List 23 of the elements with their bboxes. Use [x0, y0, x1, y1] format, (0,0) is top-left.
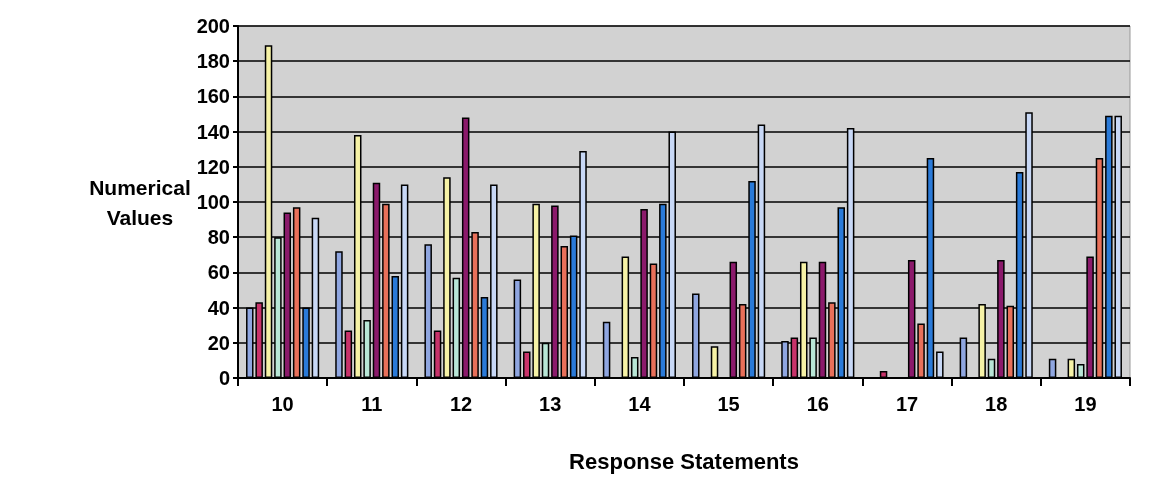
y-tick-label: 20 [207, 331, 230, 354]
x-tick-label: 10 [271, 393, 294, 415]
x-tick-label: 12 [449, 393, 473, 415]
y-tick-label: 60 [207, 261, 230, 284]
y-tick-label: 120 [196, 155, 230, 178]
x-tick-label: 16 [806, 393, 829, 415]
x-tick-label: 11 [361, 393, 383, 415]
y-tick-label: 180 [196, 50, 230, 73]
y-tick-label: 0 [218, 367, 230, 389]
y-tick-label: 40 [207, 296, 230, 319]
x-tick-label: 15 [717, 393, 740, 415]
x-tick-label: 17 [895, 393, 919, 415]
y-axis-title: Numerical Values [89, 175, 191, 229]
y-tick-label: 140 [196, 120, 230, 143]
x-tick-label: 13 [539, 393, 562, 415]
x-tick-label: 14 [628, 393, 652, 415]
x-tick-label: 18 [985, 393, 1008, 415]
y-tick-label: 200 [196, 15, 230, 37]
y-tick-label: 160 [196, 85, 230, 108]
x-axis-title: Response Statements [569, 448, 799, 474]
y-tick-label: 80 [207, 226, 230, 249]
x-tick-label: 19 [1074, 393, 1097, 415]
y-tick-label: 100 [196, 191, 230, 213]
